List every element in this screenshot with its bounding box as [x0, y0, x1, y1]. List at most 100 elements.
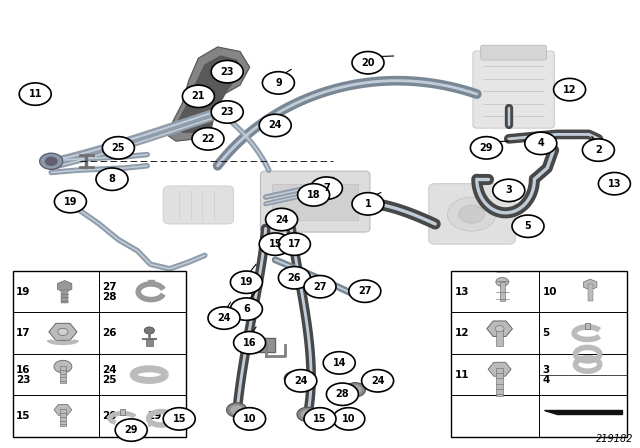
- Circle shape: [285, 370, 317, 392]
- Text: 11: 11: [454, 370, 469, 379]
- Circle shape: [208, 307, 240, 329]
- Circle shape: [54, 190, 86, 213]
- Circle shape: [459, 205, 484, 223]
- Text: 15: 15: [172, 414, 186, 424]
- Text: 24: 24: [268, 121, 282, 130]
- Text: 20: 20: [102, 411, 117, 421]
- Circle shape: [45, 157, 57, 165]
- Circle shape: [554, 78, 586, 101]
- Text: 28: 28: [335, 389, 349, 399]
- Text: 15: 15: [313, 414, 327, 424]
- Text: 18: 18: [307, 190, 321, 200]
- Circle shape: [333, 408, 365, 430]
- Circle shape: [582, 139, 614, 161]
- Circle shape: [301, 410, 313, 418]
- Text: 6: 6: [243, 304, 250, 314]
- Circle shape: [304, 408, 336, 430]
- Circle shape: [493, 179, 525, 202]
- Circle shape: [297, 407, 317, 422]
- Text: 16: 16: [243, 338, 257, 348]
- Text: 12: 12: [563, 85, 577, 95]
- Text: 13: 13: [607, 179, 621, 189]
- Text: 9: 9: [275, 78, 282, 88]
- Text: 29: 29: [124, 425, 138, 435]
- Text: 21: 21: [191, 91, 205, 101]
- Circle shape: [230, 271, 262, 293]
- Text: 23: 23: [220, 107, 234, 117]
- Text: 7: 7: [323, 183, 330, 193]
- Circle shape: [234, 332, 266, 354]
- FancyBboxPatch shape: [163, 186, 234, 224]
- Circle shape: [259, 114, 291, 137]
- Bar: [61, 289, 68, 303]
- Text: 17: 17: [16, 328, 31, 338]
- Bar: [496, 329, 504, 346]
- Circle shape: [470, 137, 502, 159]
- Circle shape: [362, 370, 394, 392]
- FancyBboxPatch shape: [260, 171, 370, 232]
- Text: 24: 24: [294, 376, 308, 386]
- Polygon shape: [176, 56, 240, 132]
- Circle shape: [352, 193, 384, 215]
- Circle shape: [323, 352, 355, 374]
- Text: 19: 19: [239, 277, 253, 287]
- Circle shape: [19, 83, 51, 105]
- Text: 27: 27: [313, 282, 327, 292]
- Text: 29: 29: [479, 143, 493, 153]
- Text: 2: 2: [595, 145, 602, 155]
- FancyBboxPatch shape: [473, 51, 554, 128]
- Circle shape: [266, 208, 298, 231]
- Circle shape: [496, 277, 509, 286]
- Text: 29: 29: [147, 411, 161, 421]
- Circle shape: [495, 326, 504, 332]
- Circle shape: [227, 403, 247, 417]
- Circle shape: [598, 172, 630, 195]
- Text: 5: 5: [525, 221, 531, 231]
- Bar: [146, 340, 152, 346]
- Text: 11: 11: [28, 89, 42, 99]
- Circle shape: [58, 328, 68, 336]
- Bar: [60, 366, 66, 383]
- Text: 24: 24: [217, 313, 231, 323]
- Text: 14: 14: [332, 358, 346, 368]
- Bar: [585, 323, 590, 329]
- Polygon shape: [545, 410, 622, 414]
- Text: 10: 10: [243, 414, 257, 424]
- Bar: [60, 409, 66, 426]
- Circle shape: [278, 233, 310, 255]
- Circle shape: [230, 298, 262, 320]
- Bar: [272, 184, 358, 220]
- Bar: [451, 271, 627, 437]
- Text: 3
4: 3 4: [543, 365, 550, 385]
- Circle shape: [144, 327, 154, 334]
- Circle shape: [304, 276, 336, 298]
- Text: 15: 15: [268, 239, 282, 249]
- Bar: [588, 284, 593, 301]
- Circle shape: [298, 184, 330, 206]
- Text: 24
25: 24 25: [102, 365, 117, 385]
- Circle shape: [447, 197, 496, 231]
- Circle shape: [163, 408, 195, 430]
- Circle shape: [211, 60, 243, 83]
- Circle shape: [192, 128, 224, 150]
- Circle shape: [259, 233, 291, 255]
- Circle shape: [182, 85, 214, 108]
- Circle shape: [211, 101, 243, 123]
- FancyBboxPatch shape: [481, 45, 547, 60]
- Text: 8: 8: [109, 174, 115, 184]
- Text: 12: 12: [454, 328, 469, 338]
- Circle shape: [525, 132, 557, 155]
- Text: 24: 24: [371, 376, 385, 386]
- FancyBboxPatch shape: [429, 184, 515, 244]
- Circle shape: [310, 177, 342, 199]
- Circle shape: [96, 168, 128, 190]
- Polygon shape: [256, 338, 275, 352]
- Text: 4: 4: [538, 138, 544, 148]
- Circle shape: [278, 267, 310, 289]
- Circle shape: [512, 215, 544, 237]
- Text: 25: 25: [111, 143, 125, 153]
- Text: 1: 1: [365, 199, 371, 209]
- Polygon shape: [166, 47, 250, 141]
- Circle shape: [284, 371, 305, 386]
- Text: 13: 13: [454, 287, 469, 297]
